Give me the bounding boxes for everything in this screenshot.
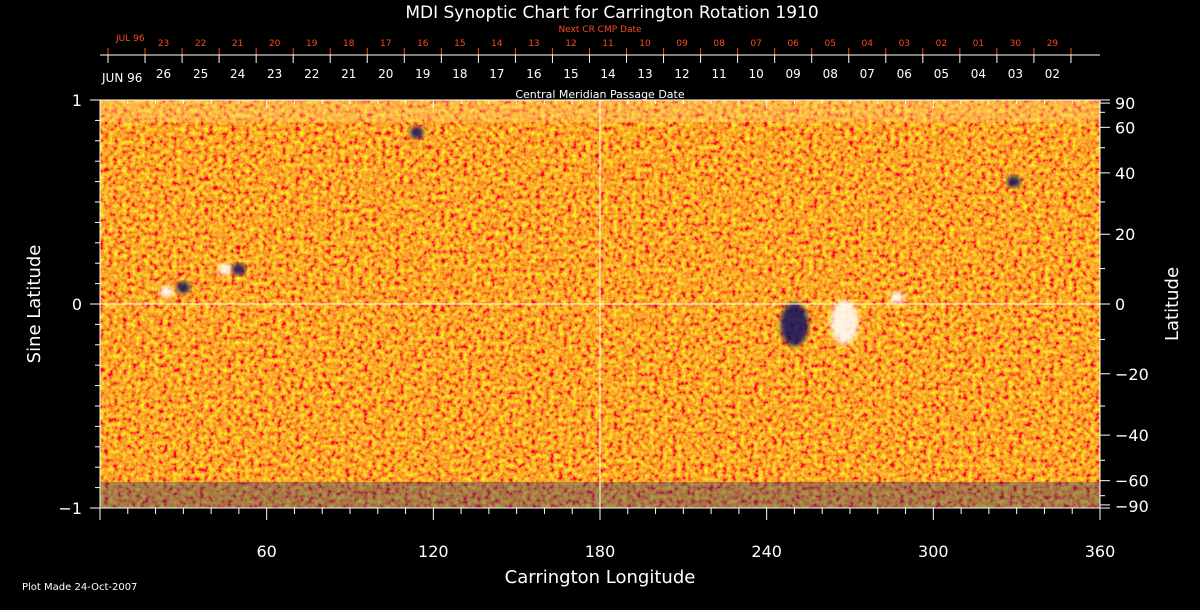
x-tick-label: 60	[256, 542, 276, 561]
cmp-date-label: 04	[971, 67, 986, 81]
next-cmp-axis-labels: 23 22 21 20 19 18 17 16 15 14 13 12 11 10 09 08 07 06 05 04…	[158, 39, 1059, 49]
cmp-date-label: 12	[674, 67, 689, 81]
cmp-date-label: 08	[823, 67, 838, 81]
negative-polarity-region	[1006, 175, 1021, 188]
next-cmp-date-label: 03	[899, 39, 910, 49]
y-axis-tick-labels: 1 0 −1	[58, 91, 82, 518]
cmp-date-label: 26	[156, 67, 171, 81]
cmp-date-label: 18	[452, 67, 467, 81]
cmp-date-label: 24	[230, 67, 245, 81]
cmp-date-label: 05	[934, 67, 949, 81]
next-cmp-date-label: 16	[417, 39, 429, 49]
y-axis-ticks	[90, 99, 100, 509]
next-cmp-date-label: 08	[713, 39, 725, 49]
next-cmp-date-label: 18	[343, 39, 355, 49]
x-axis-tick-labels: 60 120 180 240 300 360	[256, 542, 1115, 561]
next-cmp-date-label: 02	[936, 39, 947, 49]
next-cmp-date-label: 09	[676, 39, 688, 49]
next-cmp-date-label: 13	[528, 39, 539, 49]
cmp-date-label: 25	[193, 67, 208, 81]
positive-polarity-region	[830, 300, 859, 345]
cmp-date-label: 16	[526, 67, 541, 81]
negative-polarity-region	[176, 281, 191, 294]
cmp-date-label: 17	[489, 67, 504, 81]
x-tick-label: 180	[585, 542, 616, 561]
cmp-axis-ticks	[100, 54, 1100, 63]
negative-polarity-region	[780, 302, 809, 347]
x-tick-label: 300	[918, 542, 949, 561]
cmp-axis-label: Central Meridian Passage Date	[515, 88, 684, 101]
y-tick-label: −1	[58, 499, 82, 518]
cmp-date-label: 11	[711, 67, 726, 81]
right-tick-label: 20	[1115, 225, 1135, 244]
right-axis-tick-labels: 90 60 40 20 0 −20 −40 −60 −90	[1115, 94, 1149, 516]
cmp-date-label: 15	[563, 67, 578, 81]
right-tick-label: 0	[1115, 295, 1125, 314]
cmp-axis-labels: 26 25 24 23 22 21 20 19 18 17 16 15 14 13 12 11 10 09 08 07…	[156, 67, 1060, 81]
cmp-date-label: 09	[786, 67, 801, 81]
cmp-date-label: 22	[304, 67, 319, 81]
positive-polarity-region	[159, 285, 174, 298]
next-cmp-date-label: 05	[824, 39, 835, 49]
next-cmp-date-label: 11	[602, 39, 613, 49]
cmp-date-label: 10	[749, 67, 764, 81]
cmp-date-label: 20	[378, 67, 393, 81]
x-tick-label: 240	[751, 542, 782, 561]
magnetic-features	[159, 126, 1021, 347]
positive-polarity-region	[218, 263, 232, 276]
cmp-date-label: 19	[415, 67, 430, 81]
right-tick-label: −60	[1115, 472, 1149, 491]
right-tick-label: −40	[1115, 426, 1149, 445]
x-axis-label: Carrington Longitude	[505, 567, 696, 588]
cmp-date-label: 03	[1008, 67, 1023, 81]
bottom-month-label: JUN 96	[101, 71, 142, 85]
chart-title: MDI Synoptic Chart for Carrington Rotati…	[405, 3, 818, 23]
right-tick-label: 90	[1115, 94, 1135, 113]
next-cmp-date-label: 14	[491, 39, 503, 49]
next-cmp-date-label: 12	[565, 39, 576, 49]
cmp-date-label: 07	[860, 67, 875, 81]
cmp-date-label: 23	[267, 67, 282, 81]
x-tick-label: 360	[1085, 542, 1116, 561]
right-axis-label: Latitude	[1162, 267, 1183, 341]
right-axis-ticks	[1100, 99, 1110, 509]
right-tick-label: −20	[1115, 365, 1149, 384]
next-cmp-date-label: 22	[195, 39, 206, 49]
positive-polarity-region	[890, 291, 905, 304]
right-tick-label: −90	[1115, 497, 1149, 516]
x-axis-ticks	[99, 100, 1101, 520]
y-tick-label: 0	[72, 295, 82, 314]
next-cmp-date-label: 04	[862, 39, 874, 49]
next-cmp-date-label: 30	[1010, 39, 1022, 49]
cmp-date-label: 14	[600, 67, 615, 81]
next-cmp-date-label: 21	[232, 39, 243, 49]
next-cmp-date-label: 06	[787, 39, 799, 49]
next-cmp-date-label: 20	[269, 39, 281, 49]
right-tick-label: 40	[1115, 164, 1135, 183]
next-cmp-date-label: 29	[1047, 39, 1059, 49]
plot-area	[99, 99, 1101, 509]
y-axis-label: Sine Latitude	[24, 245, 45, 364]
plot-made-note: Plot Made 24-Oct-2007	[22, 582, 137, 593]
next-cmp-axis-ticks	[107, 48, 1072, 55]
cmp-date-label: 13	[637, 67, 652, 81]
next-cmp-axis-label: Next CR CMP Date	[558, 25, 642, 35]
y-tick-label: 1	[72, 91, 82, 110]
next-cmp-date-label: 15	[454, 39, 465, 49]
next-cmp-date-label: 07	[750, 39, 761, 49]
right-tick-label: 60	[1115, 118, 1135, 137]
next-cmp-date-label: 01	[973, 39, 984, 49]
cmp-date-label: 02	[1045, 67, 1060, 81]
next-cmp-date-label: 23	[158, 39, 169, 49]
next-cmp-date-label: 10	[639, 39, 651, 49]
cmp-date-label: 21	[341, 67, 356, 81]
x-tick-label: 120	[418, 542, 449, 561]
top-month-label: JUL 96	[115, 34, 145, 44]
next-cmp-date-label: 17	[380, 39, 391, 49]
negative-polarity-region	[409, 126, 424, 139]
negative-polarity-region	[231, 263, 246, 276]
cmp-date-label: 06	[897, 67, 912, 81]
next-cmp-date-label: 19	[306, 39, 318, 49]
